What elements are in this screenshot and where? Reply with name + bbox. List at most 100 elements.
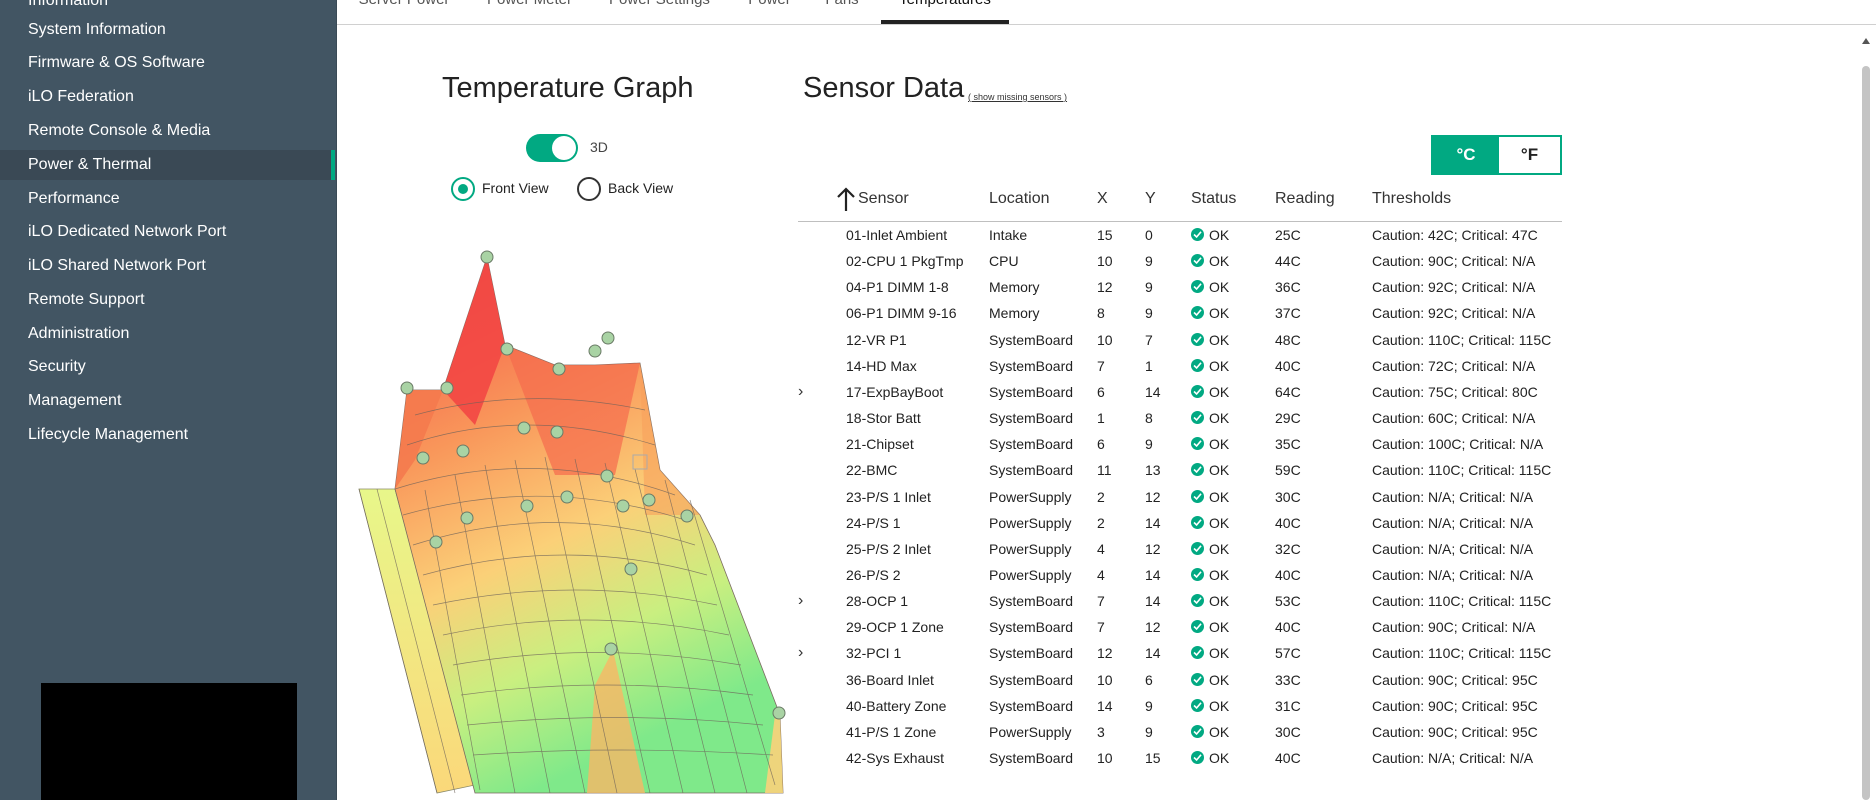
location-cell: Intake xyxy=(989,227,1028,243)
scroll-up-arrow-icon[interactable] xyxy=(1862,38,1870,44)
thresholds-cell: Caution: N/A; Critical: N/A xyxy=(1372,488,1534,505)
y-cell: 6 xyxy=(1145,671,1153,688)
y-cell: 14 xyxy=(1145,514,1161,531)
sidebar-item-label: iLO Federation xyxy=(28,88,134,105)
sensor-name-cell: 14-HD Max xyxy=(846,357,917,374)
table-row: 41-P/S 1 Zone PowerSupply 3 9 30C Caution: 90… xyxy=(798,719,1562,745)
thresholds-cell: Caution: 90C; Critical: 95C xyxy=(1372,671,1538,688)
tab-temperatures[interactable]: Temperatures xyxy=(881,0,1009,24)
expand-chevron-icon[interactable]: › xyxy=(798,592,804,610)
reading-cell: 44C xyxy=(1275,253,1301,270)
column-header-status[interactable]: Status xyxy=(1191,190,1237,207)
status-ok-icon xyxy=(1191,751,1204,764)
thresholds-cell: Caution: N/A; Critical: N/A xyxy=(1372,540,1534,557)
sidebar-item-information[interactable]: Information xyxy=(0,0,335,16)
reading-cell: 40C xyxy=(1275,619,1301,636)
sidebar-nav: Information System Information Firmware … xyxy=(0,0,337,800)
thresholds-cell: Caution: 92C; Critical: N/A xyxy=(1372,279,1536,296)
sidebar-item-management[interactable]: Management xyxy=(0,386,335,416)
tab-power-meter[interactable]: Power Meter xyxy=(482,0,577,24)
status-cell: OK xyxy=(1209,410,1230,427)
tab-power-settings[interactable]: Power Settings xyxy=(602,0,717,24)
reading-cell: 40C xyxy=(1275,357,1301,374)
tab-fans[interactable]: Fans xyxy=(817,0,867,24)
sidebar-item-label: System Information xyxy=(28,21,166,38)
sensor-name-cell: 26-P/S 2 xyxy=(846,566,901,583)
thresholds-cell: Caution: 110C; Critical: 115C xyxy=(1372,331,1552,348)
back-view-radio[interactable] xyxy=(577,177,601,201)
status-ok-icon xyxy=(1191,306,1204,320)
x-cell: 7 xyxy=(1097,593,1105,610)
reading-cell: 31C xyxy=(1275,697,1301,714)
expand-chevron-icon[interactable]: › xyxy=(798,644,804,662)
column-header-y[interactable]: Y xyxy=(1145,190,1156,207)
tab-server-power[interactable]: Server Power xyxy=(354,0,454,24)
table-row[interactable]: › 32-PCI 1 SystemBoard 12 14 57C Caution: 110C… xyxy=(798,640,1562,666)
sidebar-item-system-information[interactable]: System Information xyxy=(0,15,335,45)
column-header-reading[interactable]: Reading xyxy=(1275,190,1335,207)
sensor-name-cell: 40-Battery Zone xyxy=(846,697,947,714)
thresholds-cell: Caution: N/A; Critical: N/A xyxy=(1372,514,1534,531)
3d-toggle-switch[interactable] xyxy=(526,134,578,162)
sort-ascending-icon[interactable] xyxy=(836,186,856,212)
sidebar-item-label: Performance xyxy=(28,190,120,207)
y-cell: 7 xyxy=(1145,331,1153,348)
location-cell: SystemBoard xyxy=(989,750,1074,766)
back-view-label: Back View xyxy=(608,180,674,196)
status-ok-icon xyxy=(1191,332,1204,346)
location-cell: SystemBoard xyxy=(989,357,1074,374)
status-cell: OK xyxy=(1209,619,1230,636)
show-missing-sensors-link[interactable]: ( show missing sensors ) xyxy=(968,92,1068,102)
thresholds-cell: Caution: N/A; Critical: N/A xyxy=(1372,750,1534,766)
table-row: 18-Stor Batt SystemBoard 1 8 29C Caution: 60C… xyxy=(798,405,1562,431)
sidebar-item-performance[interactable]: Performance xyxy=(0,184,335,214)
front-view-radio[interactable] xyxy=(451,177,475,201)
sensor-name-cell: 29-OCP 1 Zone xyxy=(846,619,944,636)
expand-chevron-icon[interactable]: › xyxy=(798,382,804,400)
table-row: 23-P/S 1 Inlet PowerSupply 2 12 30C Caution: … xyxy=(798,484,1562,510)
sensor-name-cell: 06-P1 DIMM 9-16 xyxy=(846,305,957,322)
scrollbar-thumb[interactable] xyxy=(1862,66,1870,800)
sidebar-item-remote-support[interactable]: Remote Support xyxy=(0,285,335,315)
status-ok-icon xyxy=(1191,411,1204,425)
temperature-3d-surface[interactable] xyxy=(355,245,795,800)
sidebar-item-security[interactable]: Security xyxy=(0,352,335,382)
x-cell: 10 xyxy=(1097,671,1113,688)
sidebar-item-administration[interactable]: Administration xyxy=(0,319,335,349)
y-cell: 14 xyxy=(1145,566,1161,583)
location-cell: SystemBoard xyxy=(989,619,1074,636)
tab-power[interactable]: Power xyxy=(742,0,797,24)
sidebar-item-shared-network-port[interactable]: iLO Shared Network Port xyxy=(0,251,335,281)
table-row: 25-P/S 2 Inlet PowerSupply 4 12 32C Caution: … xyxy=(798,536,1562,562)
sensor-name-cell: 02-CPU 1 PkgTmp xyxy=(846,253,964,270)
location-cell: SystemBoard xyxy=(989,671,1074,688)
column-header-thresholds[interactable]: Thresholds xyxy=(1372,190,1452,207)
location-cell: SystemBoard xyxy=(989,331,1074,348)
thresholds-cell: Caution: 110C; Critical: 115C xyxy=(1372,645,1552,662)
status-ok-icon xyxy=(1191,254,1204,268)
sidebar-item-ilo-federation[interactable]: iLO Federation xyxy=(0,82,335,112)
column-header-sensor[interactable]: Sensor xyxy=(858,190,909,207)
table-row[interactable]: › 28-OCP 1 SystemBoard 7 14 53C Caution: 110C;… xyxy=(798,588,1562,614)
column-header-x[interactable]: X xyxy=(1097,190,1108,207)
sidebar-item-lifecycle-management[interactable]: Lifecycle Management xyxy=(0,420,335,450)
y-cell: 15 xyxy=(1145,750,1161,766)
table-row[interactable]: › 17-ExpBayBoot SystemBoard 6 14 64C Caution: … xyxy=(798,379,1562,405)
status-cell: OK xyxy=(1209,253,1230,270)
status-cell: OK xyxy=(1209,645,1230,662)
fahrenheit-button[interactable]: °F xyxy=(1499,137,1560,173)
table-header-divider xyxy=(798,221,1562,222)
sidebar-item-remote-console[interactable]: Remote Console & Media xyxy=(0,116,335,146)
status-cell: OK xyxy=(1209,279,1230,296)
sidebar-item-dedicated-network-port[interactable]: iLO Dedicated Network Port xyxy=(0,217,335,247)
redacted-block xyxy=(41,683,297,800)
celsius-button[interactable]: °C xyxy=(1433,137,1499,173)
sidebar-item-power-thermal[interactable]: Power & Thermal xyxy=(0,150,335,180)
sidebar-item-firmware[interactable]: Firmware & OS Software xyxy=(0,48,335,78)
column-header-location[interactable]: Location xyxy=(989,190,1050,207)
sensor-name-cell: 01-Inlet Ambient xyxy=(846,227,948,243)
x-cell: 10 xyxy=(1097,750,1113,766)
x-cell: 12 xyxy=(1097,645,1113,662)
sidebar-item-label: iLO Dedicated Network Port xyxy=(28,223,227,240)
table-row: 14-HD Max SystemBoard 7 1 40C Caution: 72C; C… xyxy=(798,353,1562,379)
